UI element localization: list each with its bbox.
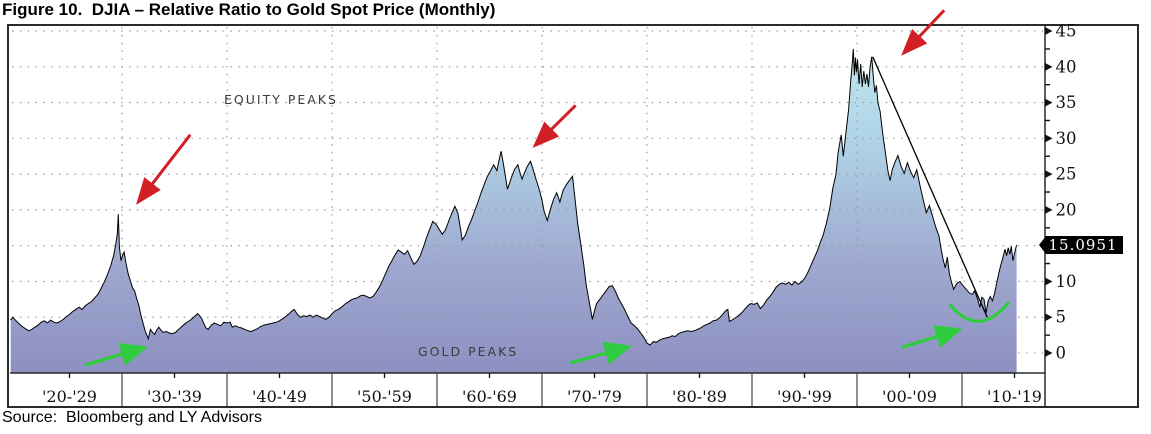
- gold-peak-arrow-icon: [901, 325, 963, 349]
- x-tick-label: '80-'89: [672, 387, 727, 406]
- y-tick-label: 45: [1056, 22, 1077, 41]
- gold-peak-arrow-icon: [84, 342, 148, 367]
- y-tick-label: 0: [1056, 344, 1067, 363]
- source-note: Source: Bloomberg and LY Advisors: [2, 409, 262, 426]
- y-tick-label: 25: [1056, 165, 1077, 184]
- y-tick-label: 35: [1056, 93, 1077, 112]
- y-tick-label: 5: [1056, 308, 1067, 327]
- gold-peak-arrow-icon: [569, 341, 632, 365]
- y-tick-label: 20: [1056, 200, 1077, 219]
- y-tick-triangle-icon: [1045, 134, 1053, 143]
- marker-left-tip-icon: [1038, 236, 1046, 254]
- x-tick-label: '00-'09: [882, 387, 937, 406]
- y-tick-triangle-icon: [1045, 62, 1053, 71]
- series-line: [10, 48, 1018, 346]
- area-path: [10, 48, 1017, 374]
- ratio-line: [10, 48, 1018, 346]
- x-tick-label: '70-'79: [567, 387, 622, 406]
- last-value-marker: 15.0951: [1038, 236, 1123, 254]
- x-tick-label: '10-'19: [987, 387, 1042, 406]
- y-tick-triangle-icon: [1045, 313, 1053, 322]
- chart-title: Figure 10. DJIA – Relative Ratio to Gold…: [2, 0, 496, 19]
- series-area-fill: [10, 48, 1017, 374]
- outer-frame: [7, 24, 1139, 408]
- y-tick-label: 10: [1056, 272, 1077, 291]
- gold-peaks-label: GOLD PEAKS: [418, 344, 519, 359]
- x-tick-label: '50-'59: [357, 387, 412, 406]
- equity-peak-arrow-icon: [901, 9, 946, 56]
- y-tick-triangle-icon: [1045, 277, 1053, 286]
- x-tick-label: '60-'69: [462, 387, 517, 406]
- y-tick-triangle-icon: [1045, 98, 1053, 107]
- x-tick-label: '40-'49: [252, 387, 307, 406]
- annotations: [84, 9, 1010, 367]
- x-tick-label: '20-'29: [42, 387, 97, 406]
- equity-peak-arrow-icon: [136, 133, 192, 205]
- gridlines: [12, 27, 1044, 372]
- equity-peak-arrow-icon: [532, 104, 577, 148]
- y-tick-label: 30: [1056, 129, 1077, 148]
- plot-frame: [7, 24, 1139, 408]
- y-tick-triangle-icon: [1045, 27, 1053, 36]
- x-tick-label: '90-'99: [777, 387, 832, 406]
- green-bottoming-curve: [948, 301, 1010, 323]
- downtrend-line: [872, 56, 988, 318]
- y-tick-triangle-icon: [1045, 170, 1053, 179]
- y-tick-triangle-icon: [1045, 349, 1053, 358]
- last-value-text: 15.0951: [1045, 236, 1123, 254]
- x-tick-label: '30-'39: [147, 387, 202, 406]
- y-tick-triangle-icon: [1045, 205, 1053, 214]
- y-tick-label: 40: [1056, 57, 1077, 76]
- equity-peaks-label: EQUITY PEAKS: [224, 92, 338, 107]
